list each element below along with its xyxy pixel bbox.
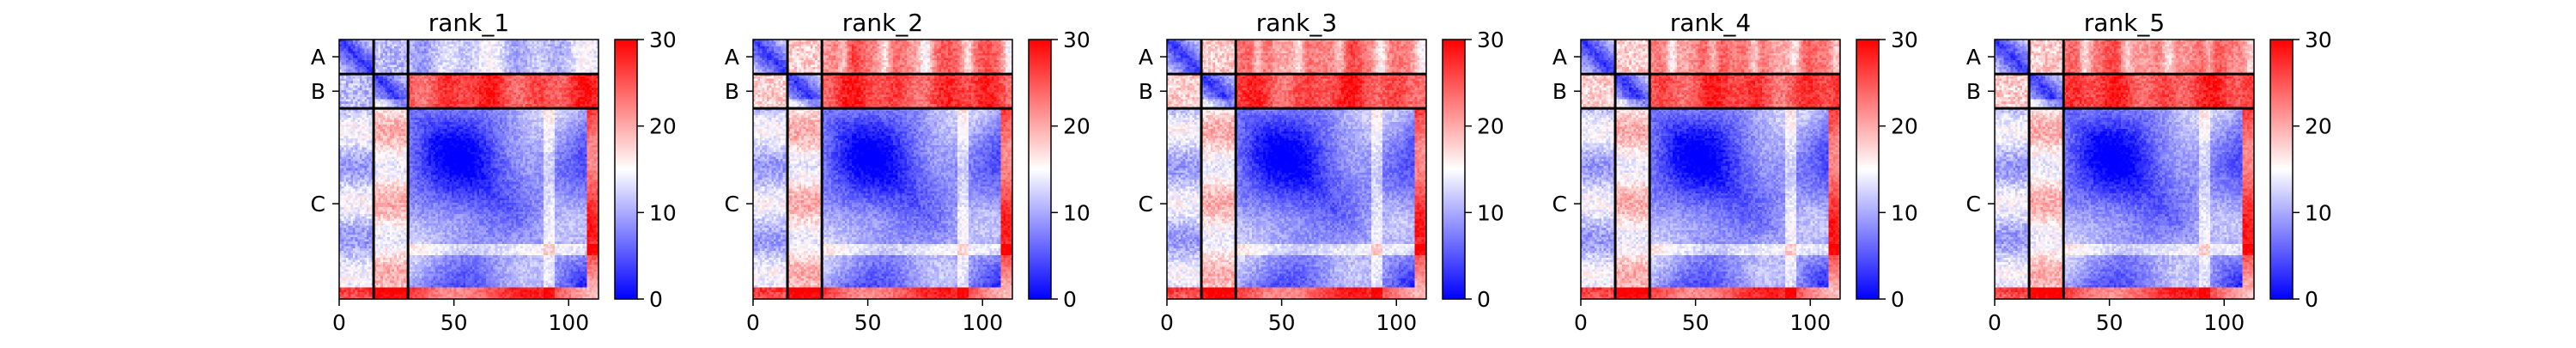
plot-frame [1580,39,1841,300]
chain-label-B: B [1139,79,1153,104]
x-tick-label: 50 [854,310,882,335]
pae-heatmap [339,40,598,299]
chain-label-A: A [311,45,325,70]
colorbar-tick-label: 30 [1891,27,1918,52]
colorbar [614,39,638,300]
plot-frame [752,39,1013,300]
x-tick-label: 100 [962,310,1003,335]
pae-heatmap [1581,40,1840,299]
colorbar-tick-label: 20 [1063,114,1091,139]
x-tick-label: 100 [1376,310,1417,335]
colorbar-tick-label: 10 [1063,200,1091,225]
chain-label-C: C [311,192,325,217]
x-tick-label: 0 [1988,310,2002,335]
x-tick-label: 50 [2096,310,2123,335]
colorbar [1028,39,1052,300]
chain-label-C: C [1552,192,1567,217]
x-tick-label: 0 [1574,310,1588,335]
colorbar-tick-label: 0 [2305,287,2318,312]
plot-frame [1994,39,2255,300]
colorbar-tick-label: 20 [1891,114,1918,139]
chain-label-C: C [1966,192,1981,217]
x-tick-label: 100 [548,310,589,335]
x-tick-label: 100 [2203,310,2245,335]
panel-rank_4: rank_4 AB C 0 50 100 0 10 20 30 [1552,9,1918,335]
panel-rank_1: rank_1 AB C 0 50 100 0 10 20 30 [311,9,677,335]
colorbar-tick-label: 0 [1891,287,1905,312]
pae-heatmap [1167,40,1426,299]
chain-label-B: B [1552,79,1567,104]
chain-label-B: B [1966,79,1981,104]
chain-label-C: C [1139,192,1153,217]
colorbar [1856,39,1880,300]
colorbar-tick-label: 10 [649,200,677,225]
panel-title: rank_5 [2084,9,2165,37]
chain-label-A: A [1552,45,1567,70]
x-tick-label: 50 [1268,310,1296,335]
colorbar [2269,39,2293,300]
panel-rank_5: rank_5 AB C 0 50 100 0 10 20 30 [1966,9,2332,335]
panel-title: rank_3 [1256,9,1337,37]
plot-frame [338,39,599,300]
colorbar-tick-label: 20 [1477,114,1504,139]
colorbar-tick-label: 10 [1891,200,1918,225]
x-tick-label: 0 [746,310,760,335]
chain-label-A: A [1966,45,1981,70]
colorbar-tick-label: 30 [2305,27,2332,52]
colorbar-tick-label: 0 [649,287,663,312]
pae-heatmap [1995,40,2254,299]
x-tick-label: 100 [1789,310,1831,335]
colorbar-tick-label: 0 [1063,287,1077,312]
chain-label-A: A [725,45,739,70]
colorbar [1442,39,1466,300]
chain-label-C: C [725,192,739,217]
colorbar-tick-label: 30 [649,27,677,52]
x-tick-label: 50 [440,310,468,335]
colorbar-tick-label: 20 [2305,114,2332,139]
chain-label-B: B [311,79,325,104]
colorbar-tick-label: 30 [1063,27,1091,52]
panel-rank_3: rank_3 AB C 0 50 100 0 10 20 30 [1139,9,1504,335]
panel-title: rank_2 [842,9,923,37]
x-tick-label: 50 [1682,310,1710,335]
x-tick-label: 0 [332,310,346,335]
panel-rank_2: rank_2 AB C 0 50 100 0 10 20 30 [725,9,1091,335]
colorbar-tick-label: 30 [1477,27,1504,52]
colorbar-tick-label: 20 [649,114,677,139]
pae-heatmap [753,40,1012,299]
panel-title: rank_4 [1670,9,1751,37]
panel-title: rank_1 [428,9,509,37]
colorbar-tick-label: 10 [2305,200,2332,225]
chain-label-B: B [725,79,739,104]
chain-label-A: A [1139,45,1153,70]
colorbar-tick-label: 10 [1477,200,1504,225]
colorbar-tick-label: 0 [1477,287,1491,312]
x-tick-label: 0 [1160,310,1174,335]
plot-frame [1166,39,1427,300]
